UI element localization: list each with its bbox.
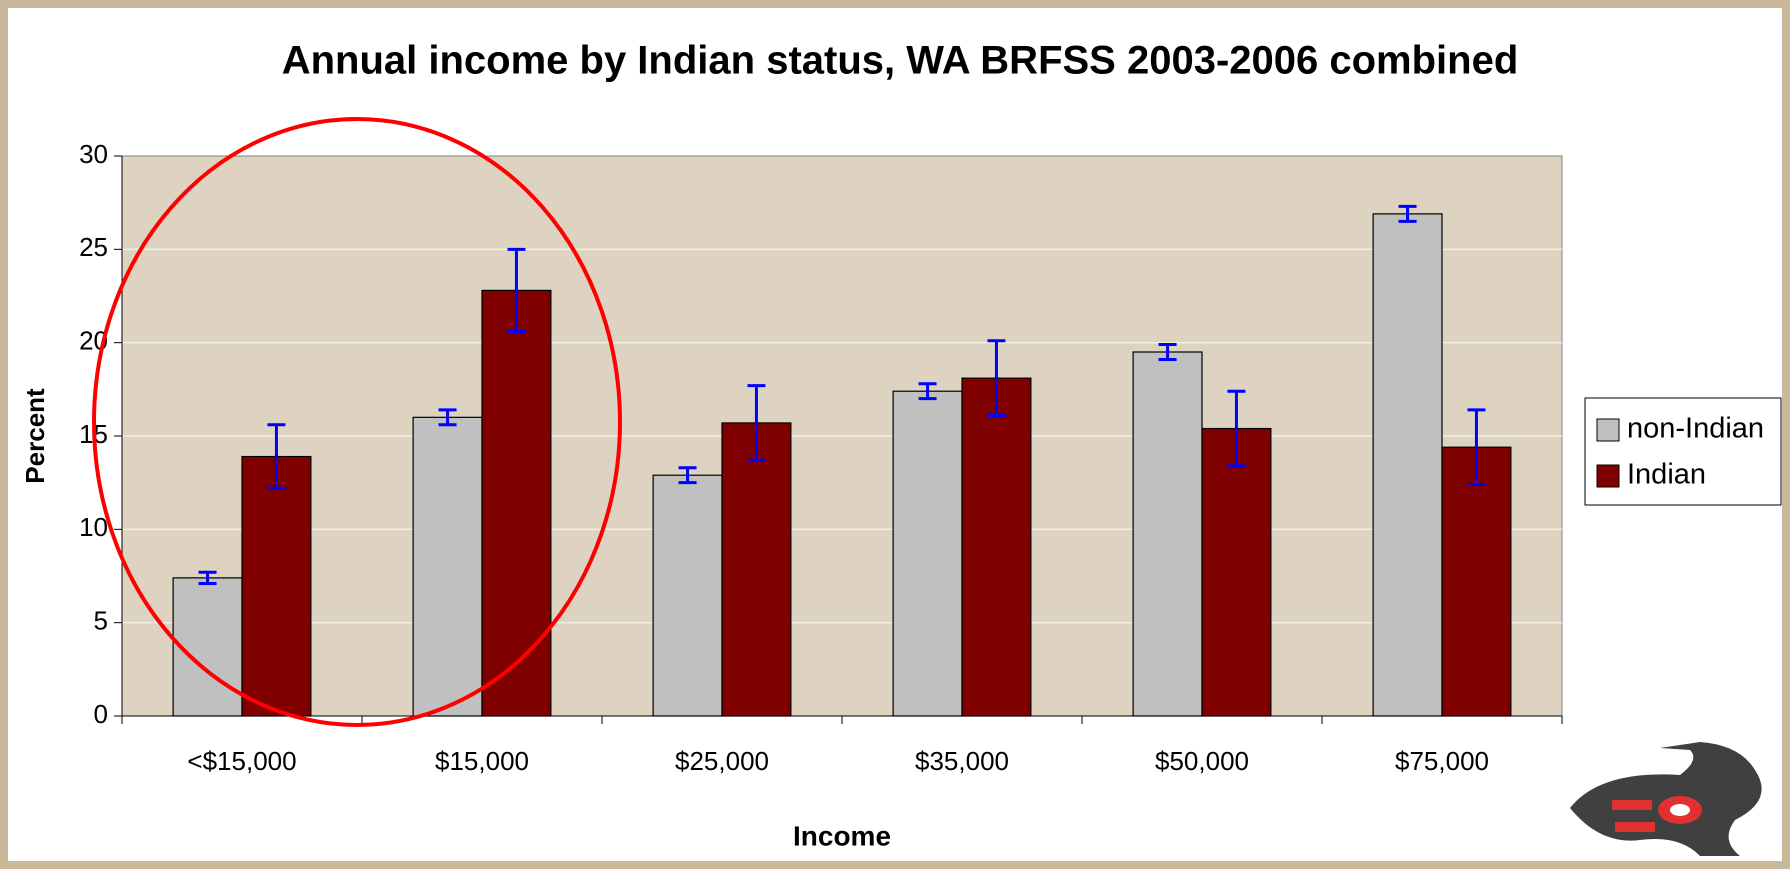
legend-swatch [1596, 464, 1620, 488]
y-tick-label: 30 [79, 139, 108, 169]
x-tick-label: $50,000 [1155, 746, 1249, 776]
y-tick-label: 0 [94, 699, 108, 729]
bar [1132, 351, 1203, 717]
error-bar [438, 408, 457, 427]
bar [721, 422, 792, 717]
error-bar [267, 423, 286, 490]
bar [481, 289, 552, 717]
highlight-ellipse [92, 117, 622, 727]
chart-title: Annual income by Indian status, WA BRFSS… [282, 39, 1519, 83]
bar [652, 474, 723, 717]
error-bar [678, 466, 697, 485]
y-tick-label: 10 [79, 512, 108, 542]
x-tick-label: <$15,000 [187, 746, 296, 776]
bar [892, 390, 963, 717]
error-bar [918, 382, 937, 401]
bar [1441, 446, 1512, 717]
logo [1570, 742, 1762, 856]
bar [1372, 213, 1443, 717]
legend-label: Indian [1627, 459, 1706, 491]
bar [412, 416, 483, 717]
x-axis-label: Income [793, 820, 891, 851]
error-bar [1158, 343, 1177, 361]
error-bar [1227, 389, 1246, 468]
error-bar [507, 247, 526, 333]
error-bar [987, 339, 1006, 417]
y-axis-label: Percent [20, 388, 50, 484]
bar [961, 377, 1032, 717]
x-tick-label: $75,000 [1395, 746, 1489, 776]
y-tick-label: 25 [79, 232, 108, 262]
legend-swatch [1596, 418, 1620, 442]
y-tick-label: 5 [94, 606, 108, 636]
x-tick-label: $35,000 [915, 746, 1009, 776]
bar [1201, 427, 1272, 717]
error-bar [1398, 204, 1417, 223]
error-bar [198, 570, 217, 585]
error-bar [747, 384, 766, 462]
bar [172, 577, 243, 717]
error-bar [1467, 408, 1486, 487]
bar [241, 455, 312, 717]
legend-label: non-Indian [1627, 413, 1764, 445]
x-tick-label: $25,000 [675, 746, 769, 776]
x-tick-label: $15,000 [435, 746, 529, 776]
